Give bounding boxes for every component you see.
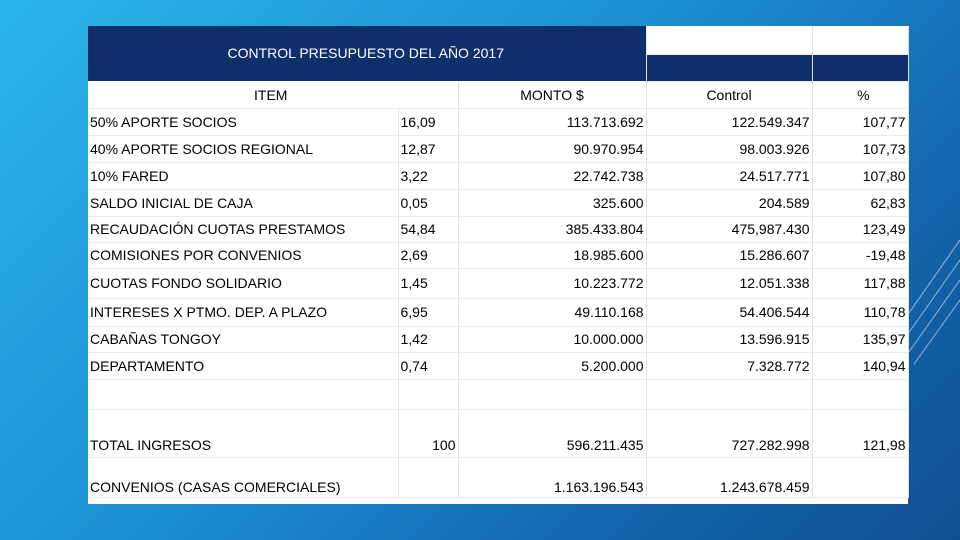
header-percent: % [812, 81, 909, 109]
header-control: Control [646, 81, 813, 109]
table-title: CONTROL PRESUPUESTO DEL AÑO 2017 [88, 26, 647, 82]
header-item: ITEM [88, 81, 459, 109]
table-row: CUOTAS FONDO SOLIDARIO 1,45 10.223.772 1… [88, 268, 909, 299]
total-control: 727.282.998 [646, 409, 813, 458]
budget-table-container: CONTROL PRESUPUESTO DEL AÑO 2017 ITEM MO… [88, 26, 909, 504]
convenios-control: 1.243.678.459 [646, 457, 813, 498]
header-monto: MONTO $ [458, 81, 647, 109]
title-row: CONTROL PRESUPUESTO DEL AÑO 2017 [88, 26, 909, 82]
convenios-row: CONVENIOS (CASAS COMERCIALES) 1.163.196.… [88, 457, 909, 498]
table-row: RECAUDACIÓN CUOTAS PRESTAMOS 54,84 385.4… [88, 216, 909, 243]
table-row: 10% FARED 3,22 22.742.738 24.517.771 107… [88, 162, 909, 190]
total-label: TOTAL INGRESOS [88, 409, 399, 458]
table-row: INTERESES X PTMO. DEP. A PLAZO 6,95 49.1… [88, 298, 909, 327]
table-row: DEPARTAMENTO 0,74 5.200.000 7.328.772 14… [88, 352, 909, 380]
table-row: SALDO INICIAL DE CAJA 0,05 325.600 204.5… [88, 189, 909, 217]
table-row: COMISIONES POR CONVENIOS 2,69 18.985.600… [88, 242, 909, 269]
total-monto: 596.211.435 [458, 409, 647, 458]
header-row: ITEM MONTO $ Control % [88, 81, 909, 109]
table-row: CABAÑAS TONGOY 1,42 10.000.000 13.596.91… [88, 326, 909, 353]
table-row: 50% APORTE SOCIOS 16,09 113.713.692 122.… [88, 108, 909, 136]
total-row: TOTAL INGRESOS 100 596.211.435 727.282.9… [88, 409, 909, 458]
convenios-label: CONVENIOS (CASAS COMERCIALES) [88, 457, 399, 498]
budget-table: CONTROL PRESUPUESTO DEL AÑO 2017 ITEM MO… [88, 26, 909, 498]
total-percent: 121,98 [812, 409, 909, 458]
total-share: 100 [398, 409, 459, 458]
table-row: 40% APORTE SOCIOS REGIONAL 12,87 90.970.… [88, 135, 909, 163]
spacer-row [88, 379, 909, 410]
convenios-monto: 1.163.196.543 [458, 457, 647, 498]
